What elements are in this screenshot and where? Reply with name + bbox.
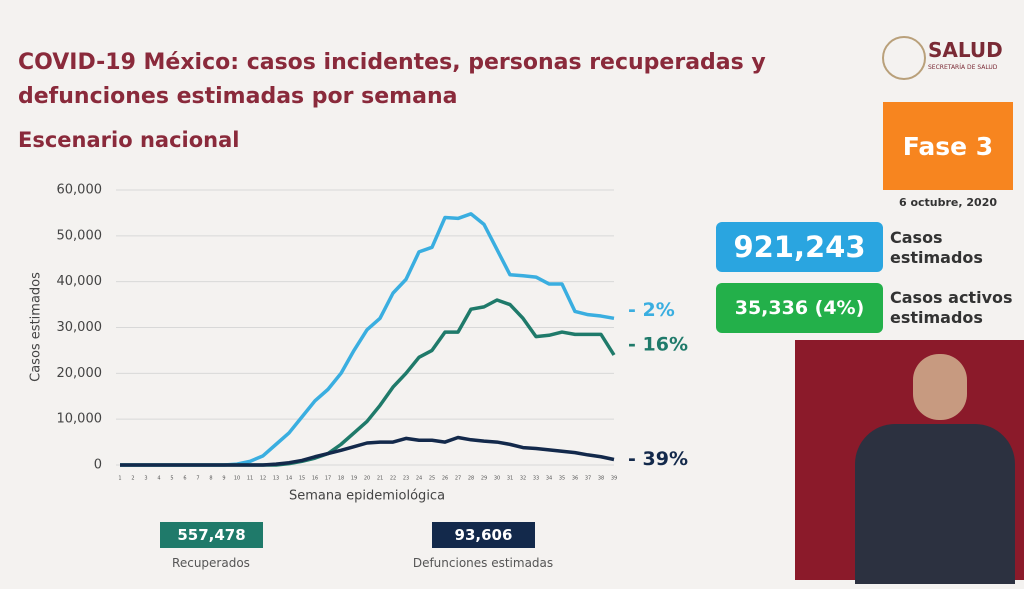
x-tick-label: 5 xyxy=(170,476,173,482)
x-tick-label: 14 xyxy=(286,476,292,482)
x-tick-label: 37 xyxy=(585,476,591,482)
x-tick-label: 34 xyxy=(546,476,552,482)
x-tick-label: 9 xyxy=(222,476,225,482)
logo-seal xyxy=(882,36,926,80)
x-tick-label: 39 xyxy=(611,476,617,482)
end-label: - 2% xyxy=(628,299,675,321)
x-tick-label: 8 xyxy=(209,476,212,482)
x-tick-label: 36 xyxy=(572,476,578,482)
subtitle: Escenario nacional xyxy=(18,128,240,152)
x-tick-label: 25 xyxy=(429,476,435,482)
logo-subtext: SECRETARÍA DE SALUD xyxy=(928,64,998,71)
x-tick-label: 10 xyxy=(234,476,240,482)
series-line xyxy=(120,435,615,467)
x-tick-label: 38 xyxy=(598,476,604,482)
y-tick-label: 10,000 xyxy=(57,412,103,427)
cases-box: 921,243 xyxy=(716,222,883,272)
y-tick-label: 0 xyxy=(94,458,102,473)
x-tick-label: 6 xyxy=(183,476,186,482)
y-axis-label: Casos estimados xyxy=(29,272,44,382)
x-tick-label: 33 xyxy=(533,476,539,482)
x-tick-label: 19 xyxy=(351,476,357,482)
y-tick-label: 20,000 xyxy=(57,366,103,381)
active-box: 35,336 (4%) xyxy=(716,283,883,333)
chart: Casos estimados Semana epidemiológica 0 1… xyxy=(29,183,688,504)
x-tick-label: 35 xyxy=(559,476,565,482)
active-label: Casos activos estimados xyxy=(890,288,1013,327)
logo-text: SALUD xyxy=(928,38,1003,62)
x-tick-label: 27 xyxy=(455,476,461,482)
x-tick-label: 20 xyxy=(364,476,370,482)
x-tick-label: 22 xyxy=(390,476,396,482)
x-tick-label: 24 xyxy=(416,476,422,482)
cases-label: Casos estimados xyxy=(890,228,983,267)
x-tick-label: 18 xyxy=(338,476,344,482)
x-tick-label: 4 xyxy=(157,476,160,482)
interpreter-head xyxy=(913,354,967,420)
x-tick-label: 31 xyxy=(507,476,513,482)
x-axis-label: Semana epidemiológica xyxy=(289,489,445,504)
x-tick-label: 21 xyxy=(377,476,383,482)
x-tick-label: 16 xyxy=(312,476,318,482)
video-feed xyxy=(795,340,1024,584)
x-tick-label: 12 xyxy=(260,476,266,482)
x-tick-label: 2 xyxy=(131,476,134,482)
end-label: - 39% xyxy=(628,448,688,470)
x-tick-label: 29 xyxy=(481,476,487,482)
x-tick-label: 23 xyxy=(403,476,409,482)
series-line xyxy=(120,298,616,467)
y-tick-label: 50,000 xyxy=(57,228,103,243)
x-tick-label: 30 xyxy=(494,476,500,482)
x-tick-label: 13 xyxy=(273,476,279,482)
recovered-box: 557,478 xyxy=(160,522,263,548)
y-tick-label: 40,000 xyxy=(57,274,103,289)
deaths-box: 93,606 xyxy=(432,522,535,548)
end-label: - 16% xyxy=(628,334,688,356)
x-tick-label: 7 xyxy=(196,476,199,482)
interpreter-body xyxy=(855,424,1015,584)
x-tick-label: 15 xyxy=(299,476,305,482)
x-tick-label: 1 xyxy=(118,476,121,482)
deaths-label: Defunciones estimadas xyxy=(412,556,554,570)
y-tick-label: 30,000 xyxy=(57,320,103,335)
phase-box: Fase 3 xyxy=(883,102,1013,190)
x-tick-label: 26 xyxy=(442,476,448,482)
series-line xyxy=(120,212,615,467)
y-tick-label: 60,000 xyxy=(57,183,103,198)
recovered-label: Recuperados xyxy=(172,556,250,570)
title: COVID-19 México: casos incidentes, perso… xyxy=(18,50,766,109)
x-tick-label: 28 xyxy=(468,476,474,482)
x-tick-label: 17 xyxy=(325,476,331,482)
x-tick-label: 3 xyxy=(144,476,147,482)
date: 6 octubre, 2020 xyxy=(898,196,998,209)
x-tick-label: 32 xyxy=(520,476,526,482)
x-tick-label: 11 xyxy=(247,476,253,482)
